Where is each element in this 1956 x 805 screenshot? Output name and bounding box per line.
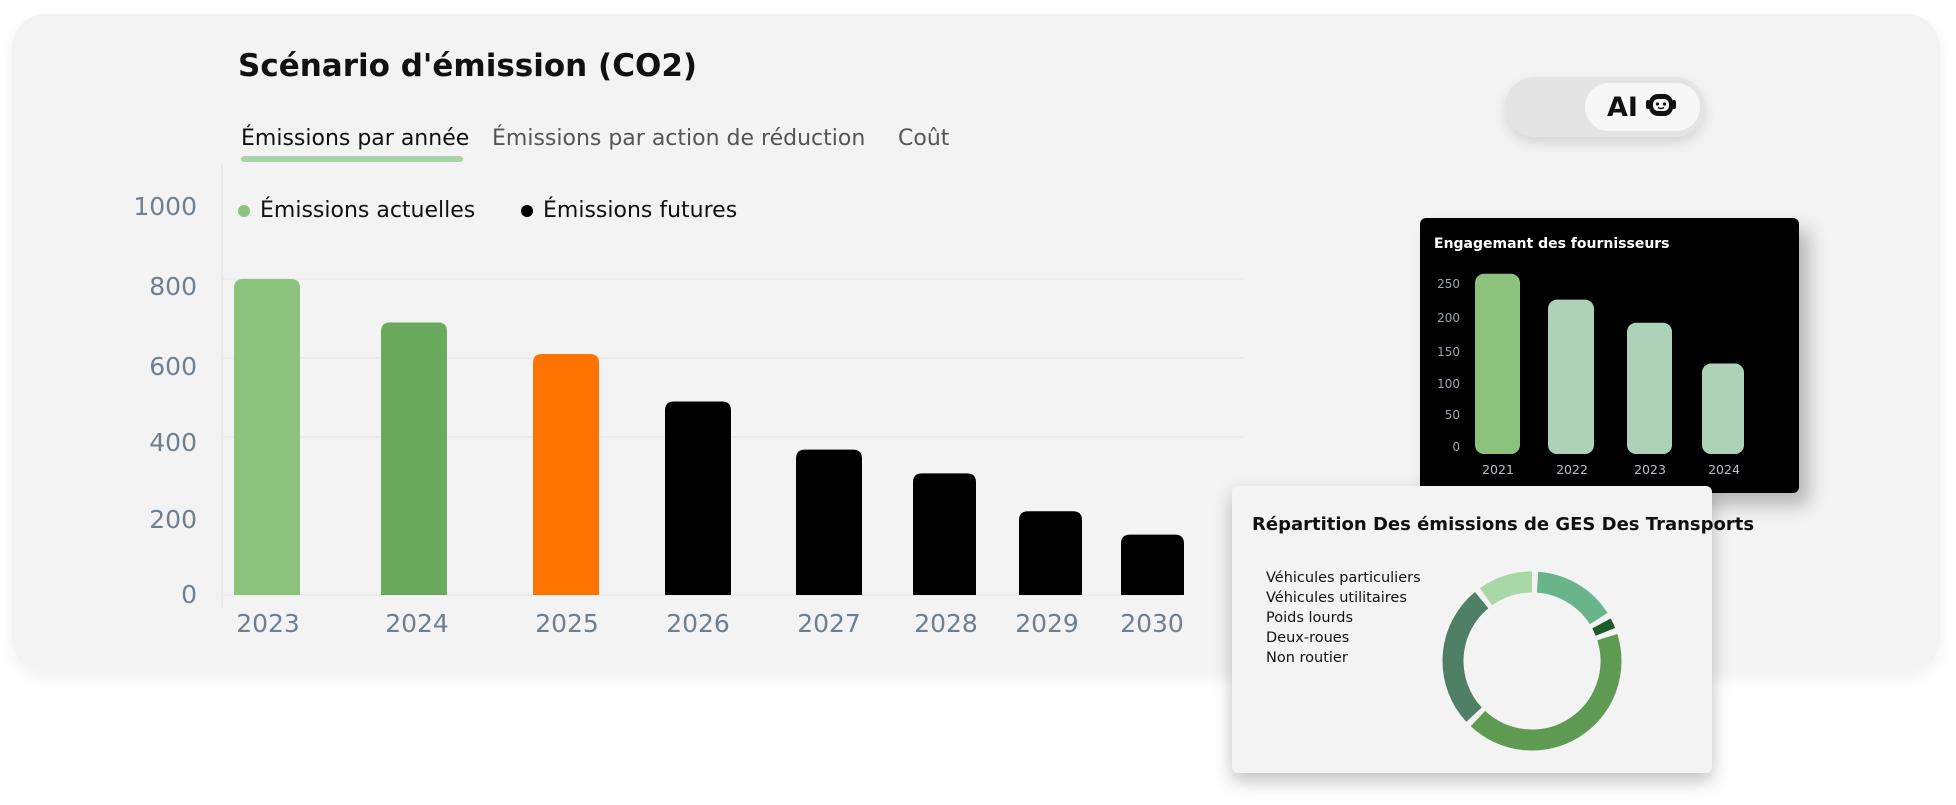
bar-2027 [796,449,862,595]
y-tick-label: 200 [1437,311,1460,325]
donut-segment [1442,592,1489,722]
donut-segment [1592,618,1616,636]
legend-item-future: Émissions futures [521,198,737,223]
donut-segment [1479,571,1533,606]
transport-donut-chart [1442,571,1622,751]
bar-2026 [665,401,731,595]
donut-legend-label: Non routier [1266,650,1348,666]
robot-icon [1644,91,1678,123]
x-tick-label: 2028 [914,609,978,638]
donut-legend-item: Deux-roues [1249,628,1421,648]
donut-segment [1470,633,1622,751]
y-tick-label: 100 [1437,377,1460,391]
donut-legend-item: Non routier [1249,648,1421,668]
donut-legend-item: Véhicules utilitaires [1249,588,1421,608]
legend-label-future: Émissions futures [543,198,738,223]
bar-2030 [1121,534,1184,595]
legend-swatch-future [521,204,533,217]
donut-legend-swatch [1249,593,1260,604]
donut-legend-label: Poids lourds [1266,610,1354,626]
tab-emissions-par-action[interactable]: Émissions par action de réduction [492,126,866,151]
x-tick-label: 2026 [666,609,730,638]
x-tick-label: 2024 [385,609,449,638]
active-tab-indicator [241,156,463,162]
y-tick-label: 250 [1437,277,1460,291]
x-tick-label: 2021 [1482,462,1514,477]
page-title: Scénario d'émission (CO2) [238,48,698,84]
y-tick-label: 800 [149,272,197,301]
transport-emissions-panel: Répartition Des émissions de GES Des Tra… [1232,486,1754,773]
y-tick-label: 150 [1437,345,1460,359]
bar-2021 [1475,273,1520,454]
legend-swatch-actual [238,204,250,217]
x-tick-label: 2029 [1015,609,1079,638]
donut-legend: Véhicules particuliers Véhicules utilita… [1249,568,1421,668]
transport-emissions-title: Répartition Des émissions de GES Des Tra… [1252,514,1755,535]
donut-legend-label: Véhicules utilitaires [1266,590,1407,606]
y-tick-label: 1000 [133,192,197,221]
y-tick-label: 0 [181,580,197,609]
legend-label-actual: Émissions actuelles [260,198,476,223]
x-tick-label: 2030 [1120,609,1184,638]
bar-2024 [1702,363,1744,454]
ai-label: AI [1607,91,1638,123]
y-tick-label: 50 [1445,408,1460,422]
x-tick-label: 2027 [797,609,861,638]
bar-2024 [381,322,447,595]
bar-2029 [1019,511,1082,595]
legend-item-actual: Émissions actuelles [238,198,475,223]
donut-legend-swatch [1249,653,1260,664]
y-tick-label: 400 [149,428,197,457]
y-tick-label: 200 [149,505,197,534]
donut-legend-label: Véhicules particuliers [1266,570,1421,586]
x-tick-label: 2024 [1708,462,1740,477]
x-tick-label: 2022 [1556,462,1588,477]
donut-legend-item: Poids lourds [1249,608,1421,628]
donut-legend-item: Véhicules particuliers [1249,568,1421,588]
tab-cout[interactable]: Coût [898,126,950,151]
ai-toggle-knob[interactable]: AI [1585,83,1700,131]
bar-2022 [1548,299,1594,454]
ai-toggle[interactable]: AI [1505,77,1705,137]
donut-segment [1536,571,1608,625]
donut-legend-swatch [1249,573,1260,584]
x-tick-label: 2023 [1634,462,1666,477]
bar-2023 [234,279,300,595]
supplier-engagement-chart: 0 50 100 150 200 250 2021 2022 2023 2024 [1437,273,1744,477]
supplier-engagement-title: Engagemant des fournisseurs [1434,236,1670,252]
x-tick-label: 2025 [535,609,599,638]
donut-legend-swatch [1249,613,1260,624]
y-tick-label: 600 [149,352,197,381]
x-tick-label: 2023 [236,609,300,638]
bar-2025 [533,354,599,595]
donut-legend-label: Deux-roues [1266,630,1350,646]
bar-2028 [913,473,976,595]
supplier-engagement-panel: Engagemant des fournisseurs 0 50 100 150 200… [1420,218,1799,493]
tab-emissions-par-annee[interactable]: Émissions par année [241,126,470,151]
bar-2023 [1627,322,1672,454]
donut-legend-swatch [1249,633,1260,644]
y-tick-label: 0 [1452,440,1460,454]
